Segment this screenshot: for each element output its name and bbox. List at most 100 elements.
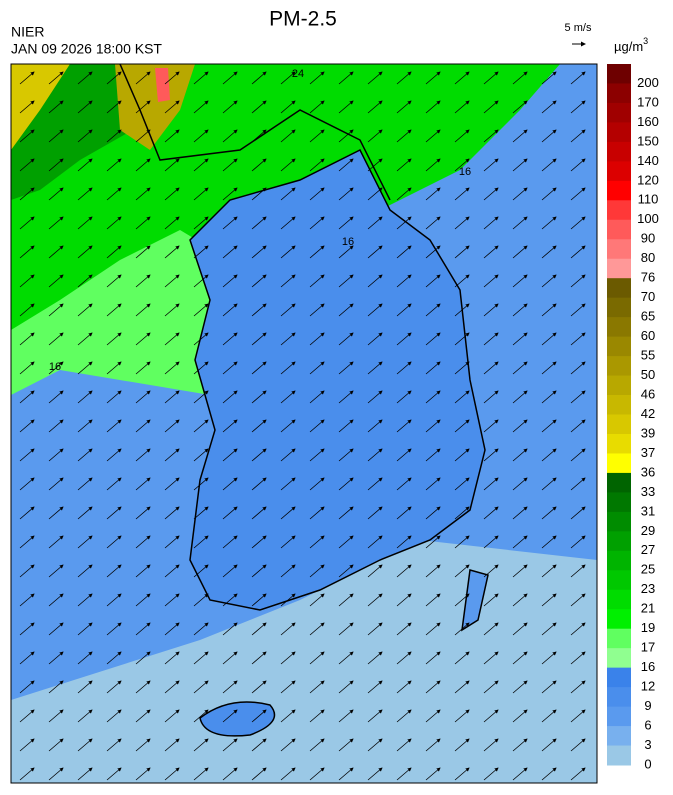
colorbar-box <box>607 219 631 240</box>
wind-arrow <box>338 651 354 665</box>
wind-arrow <box>193 71 209 85</box>
colorbar-label: 150 <box>637 133 659 148</box>
colorbar-label: 17 <box>641 640 655 655</box>
wind-arrow <box>106 274 122 288</box>
wind-arrow <box>338 767 354 781</box>
wind-arrow <box>106 245 122 259</box>
wind-arrow <box>48 216 64 230</box>
colorbar-box <box>607 531 631 552</box>
colorbar-label: 16 <box>641 659 655 674</box>
wind-arrow <box>396 477 412 491</box>
colorbar-label: 19 <box>641 620 655 635</box>
wind-arrow <box>77 332 93 346</box>
wind-arrow <box>396 332 412 346</box>
wind-arrow <box>396 593 412 607</box>
wind-arrow <box>338 332 354 346</box>
wind-arrow <box>19 738 35 752</box>
colorbar-label: 55 <box>641 348 655 363</box>
wind-arrow <box>367 506 383 520</box>
wind-arrow <box>222 709 238 723</box>
wind-arrow <box>222 680 238 694</box>
wind-arrow <box>541 738 557 752</box>
wind-arrow <box>483 71 499 85</box>
wind-arrow <box>338 564 354 578</box>
wind-arrow <box>309 738 325 752</box>
wind-arrow <box>512 709 528 723</box>
wind-arrow <box>454 332 470 346</box>
wind-arrow <box>541 535 557 549</box>
wind-arrow <box>483 564 499 578</box>
wind-arrow <box>48 448 64 462</box>
wind-arrow <box>77 303 93 317</box>
colorbar-box <box>607 297 631 318</box>
colorbar-label: 50 <box>641 367 655 382</box>
colorbar-label: 120 <box>637 172 659 187</box>
wind-arrow <box>570 245 586 259</box>
wind-arrow <box>425 71 441 85</box>
wind-arrow <box>164 129 180 143</box>
wind-arrow <box>309 477 325 491</box>
colorbar-box <box>607 589 631 610</box>
colorbar-label: 100 <box>637 211 659 226</box>
wind-arrow <box>541 593 557 607</box>
wind-arrow <box>454 767 470 781</box>
wind-arrow <box>338 245 354 259</box>
wind-arrow <box>222 738 238 752</box>
wind-arrow <box>367 71 383 85</box>
wind-arrow <box>512 477 528 491</box>
wind-arrow <box>280 100 296 114</box>
colorbar-label: 39 <box>641 425 655 440</box>
wind-arrow <box>280 274 296 288</box>
wind-arrow <box>309 564 325 578</box>
wind-arrow <box>135 187 151 201</box>
wind-arrow <box>396 361 412 375</box>
wind-arrow <box>48 332 64 346</box>
colorbar-box <box>607 356 631 377</box>
wind-arrow <box>251 506 267 520</box>
wind-arrow <box>135 564 151 578</box>
region-yellow <box>11 64 70 150</box>
wind-arrow <box>222 100 238 114</box>
wind-arrow <box>541 187 557 201</box>
wind-arrow <box>425 680 441 694</box>
wind-arrow <box>164 245 180 259</box>
wind-arrow <box>222 477 238 491</box>
wind-arrow <box>222 419 238 433</box>
wind-arrow <box>222 274 238 288</box>
wind-arrow <box>367 303 383 317</box>
wind-arrow <box>164 593 180 607</box>
wind-arrow <box>396 535 412 549</box>
wind-arrow <box>106 738 122 752</box>
wind-arrow <box>193 651 209 665</box>
wind-arrow <box>164 419 180 433</box>
wind-arrow <box>396 448 412 462</box>
wind-arrow <box>77 622 93 636</box>
wind-arrow <box>164 100 180 114</box>
wind-arrow <box>48 419 64 433</box>
wind-arrow <box>338 71 354 85</box>
wind-arrow <box>106 767 122 781</box>
wind-arrow <box>19 593 35 607</box>
wind-arrow <box>106 535 122 549</box>
wind-arrow <box>193 390 209 404</box>
wind-arrow <box>48 71 64 85</box>
wind-arrow <box>135 303 151 317</box>
wind-arrow <box>280 593 296 607</box>
colorbar-box <box>607 258 631 279</box>
colorbar-box <box>607 570 631 591</box>
wind-arrow <box>222 651 238 665</box>
wind-arrow <box>19 448 35 462</box>
wind-arrow <box>19 506 35 520</box>
wind-arrow <box>280 187 296 201</box>
wind-arrow <box>512 680 528 694</box>
wind-arrow <box>164 738 180 752</box>
wind-arrow <box>106 506 122 520</box>
wind-arrow <box>309 419 325 433</box>
wind-arrow <box>425 129 441 143</box>
wind-arrow <box>454 245 470 259</box>
wind-arrow <box>251 709 267 723</box>
colorbar-label: 31 <box>641 503 655 518</box>
wind-arrow <box>135 274 151 288</box>
wind-arrow <box>309 187 325 201</box>
wind-arrow <box>280 506 296 520</box>
